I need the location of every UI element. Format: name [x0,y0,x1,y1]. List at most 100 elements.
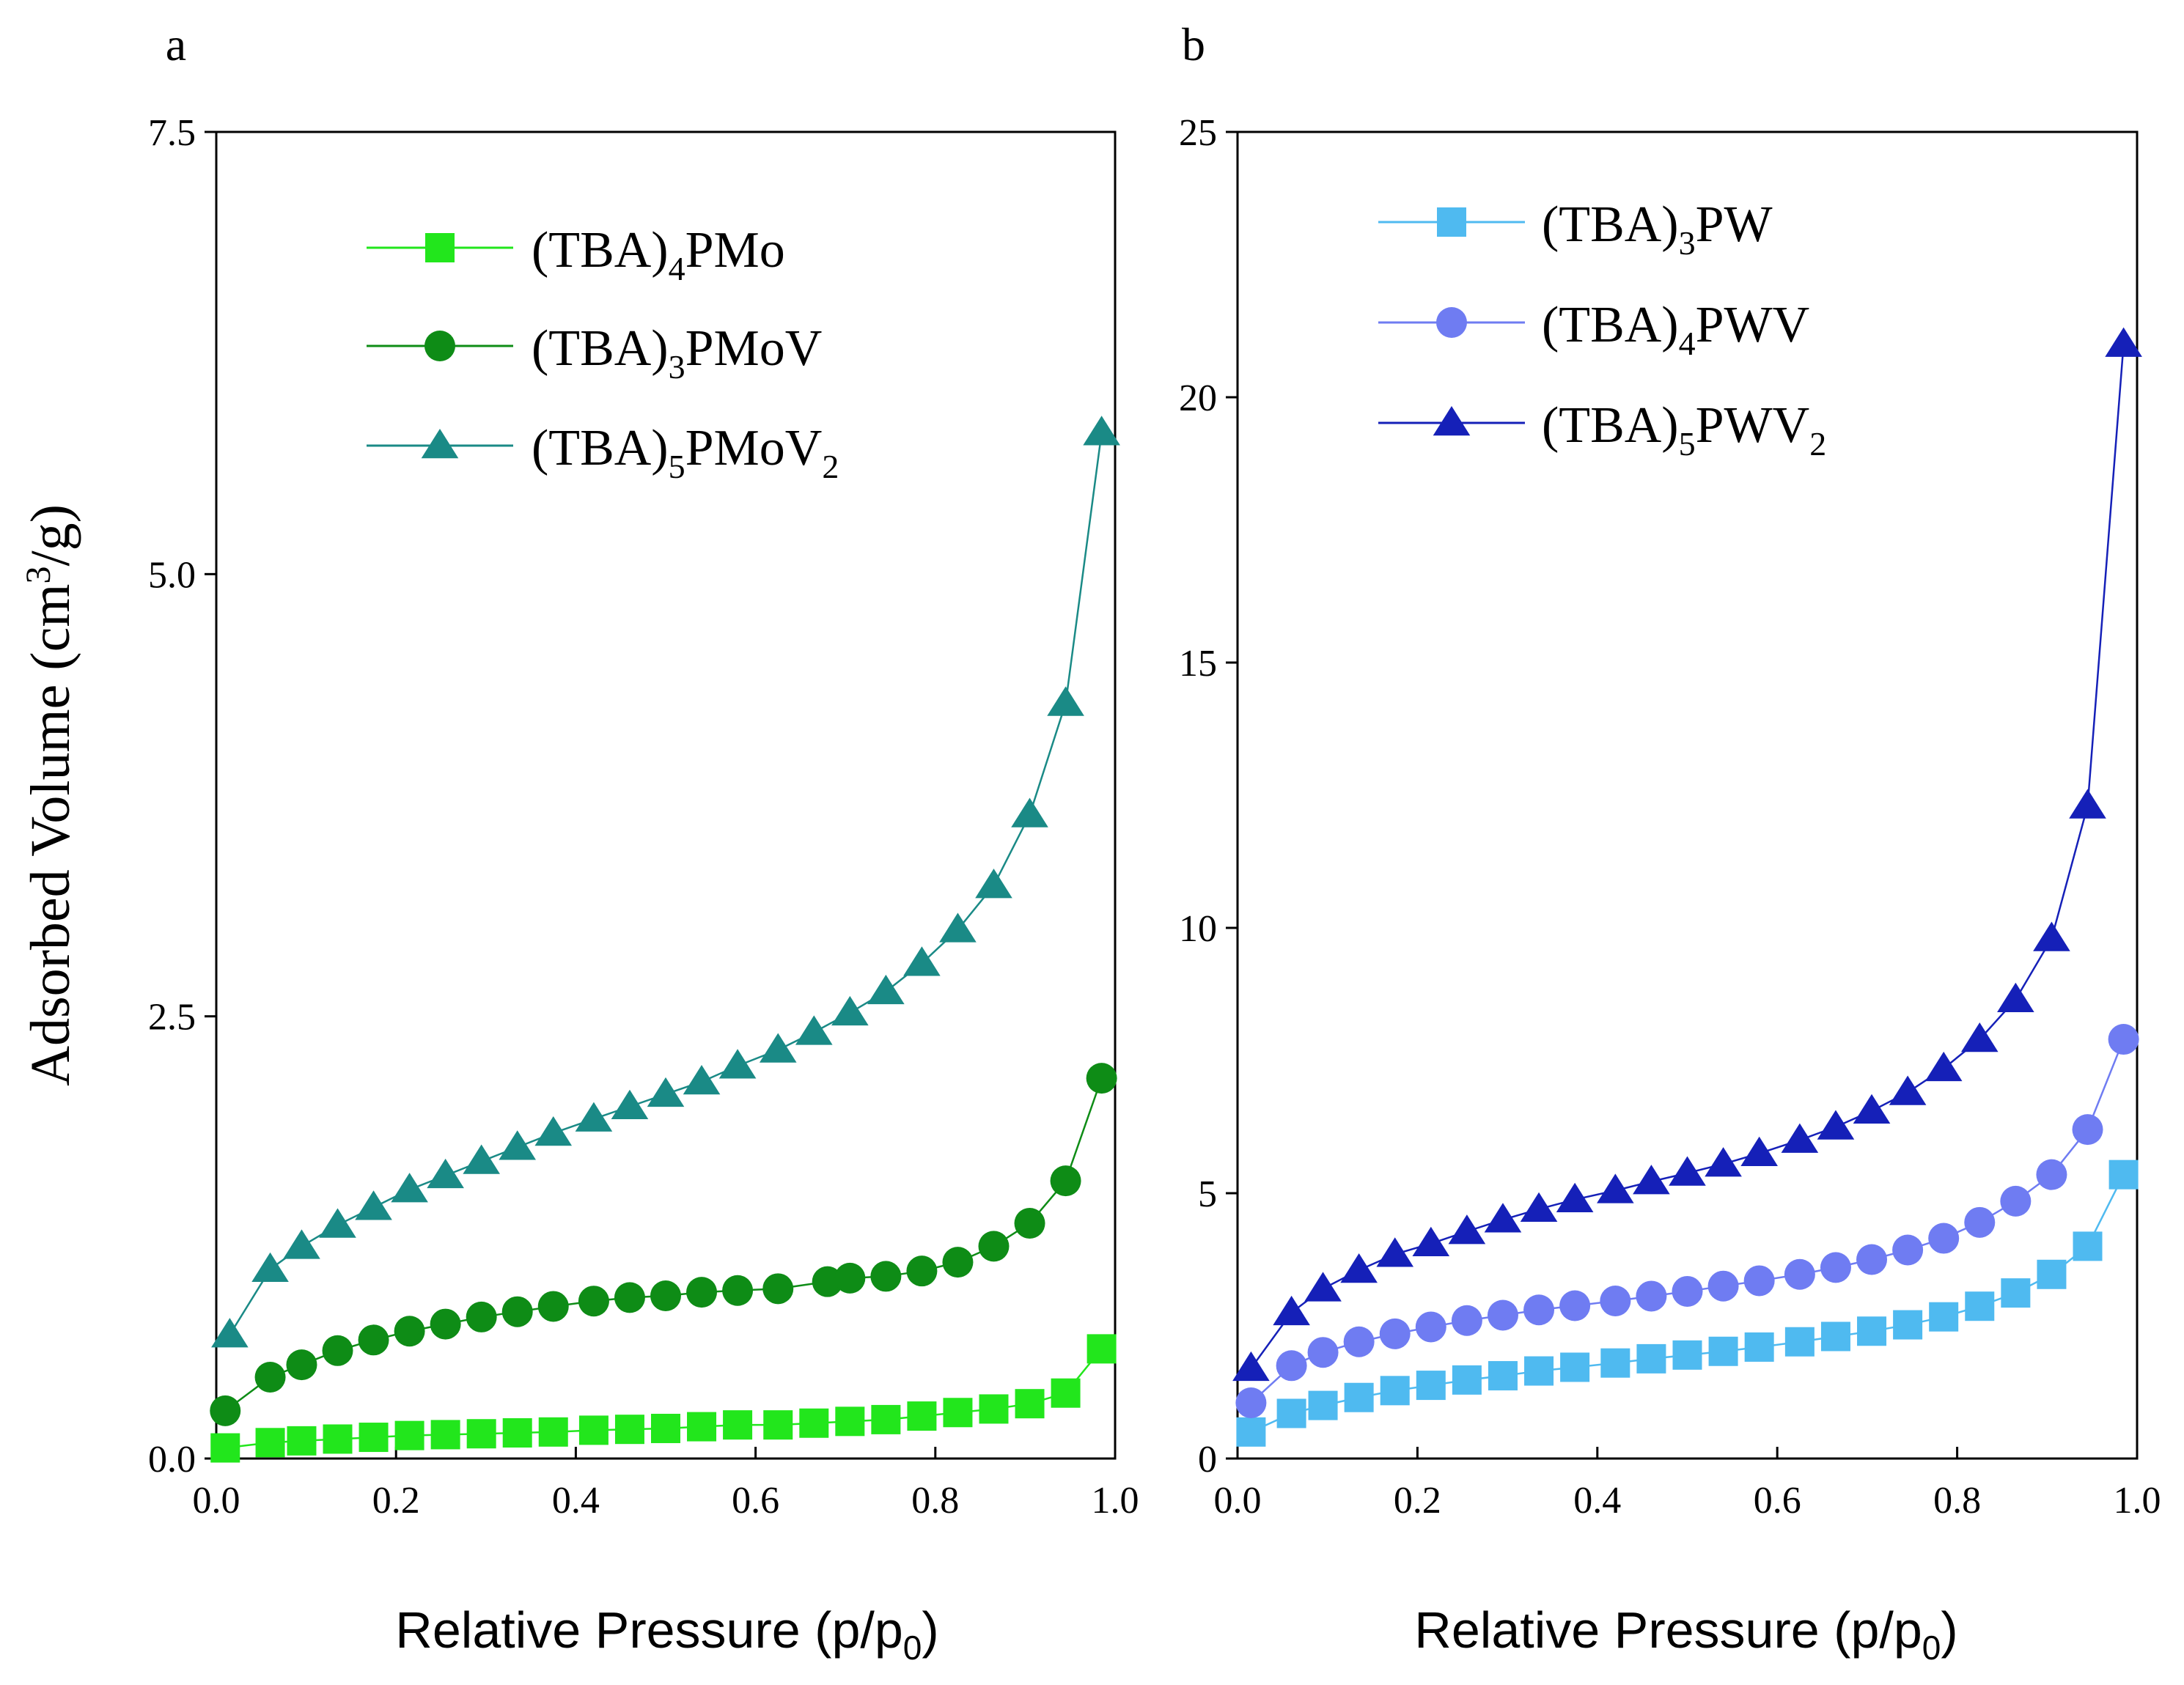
data-point [611,1089,649,1119]
y-tick-label: 2.5 [148,997,196,1039]
data-point [578,1286,609,1317]
legend-label-pwv: (TBA)4PWV [1542,297,1809,362]
data-point [2069,789,2106,819]
data-point [647,1077,685,1107]
data-point [463,1144,500,1174]
data-point [1559,1290,1591,1321]
data-point [978,1231,1010,1262]
data-point [2033,921,2070,951]
data-point [2105,327,2142,357]
data-point [211,1318,249,1348]
legend-marker-shape [425,233,455,262]
data-point [1784,1258,1815,1290]
data-point [2073,1231,2103,1261]
data-point [1276,1350,1307,1382]
data-point [1484,1203,1522,1233]
data-point [323,1424,353,1454]
data-point [687,1412,717,1442]
data-point [287,1426,317,1456]
data-point [718,1049,757,1079]
x-tick-label: 0.6 [1754,1480,1801,1522]
plot-frame-a [215,130,1117,1460]
data-point [575,1102,613,1132]
data-point [1232,1351,1270,1382]
data-point [2072,1114,2103,1146]
data-point [835,1406,865,1437]
legend-marker-pw [1437,207,1466,237]
data-point [1636,1343,1666,1374]
data-point [799,1408,829,1438]
data-point [251,1252,289,1283]
data-point [2001,1278,2031,1308]
x-tick-label: 0.2 [1394,1480,1441,1522]
data-point [831,995,869,1026]
data-point [979,1394,1009,1424]
data-point [1708,1336,1738,1366]
data-point [1304,1272,1342,1302]
legend-marker-shape [421,429,459,459]
data-point [2000,1185,2032,1217]
data-point [1889,1075,1927,1105]
data-point [1784,1327,1815,1357]
data-point [1448,1214,1486,1245]
data-point [1014,1208,1045,1239]
legend-label-pw: (TBA)3PW [1542,196,1773,262]
data-point [2108,1159,2139,1190]
data-point [975,869,1012,899]
data-point [1520,1192,1558,1222]
data-point [466,1301,497,1332]
data-point [867,974,905,1005]
legend-marker-shape [424,331,455,361]
legend-label-pmov2: (TBA)5PMoV2 [532,420,839,485]
data-point [834,1262,866,1294]
data-point [1856,1244,1888,1275]
x-tick-label: 0.4 [552,1480,600,1522]
data-point [394,1420,424,1450]
panel-label-b: b [1182,18,1205,70]
legend-label-pwv2: (TBA)5PWV2 [1542,397,1826,462]
x-tick-label: 0.4 [1573,1480,1621,1522]
data-point [1487,1299,1518,1331]
data-point [903,946,941,976]
data-point [1273,1295,1310,1326]
data-point [1380,1376,1410,1406]
data-point [358,1324,389,1356]
data-point [1452,1365,1482,1395]
y-tick-label: 5.0 [148,554,196,596]
y-tick-label: 0.0 [148,1439,196,1481]
data-point [942,1247,974,1278]
data-point [427,1158,464,1189]
data-point [499,1130,537,1160]
data-point [1051,1378,1081,1408]
data-point [871,1404,901,1434]
legend-entry-pmov2: (TBA)5PMoV2 [367,420,839,485]
data-point [502,1418,532,1448]
data-point [1083,416,1120,446]
y-axis-label-a: Adsorbed Volume (cm3/g) [19,504,81,1086]
data-point [1047,686,1084,716]
y-tick-label: 7.5 [148,112,196,154]
data-point [907,1401,937,1431]
data-point [1744,1332,1774,1362]
y-tick-label: 25 [1179,112,1217,154]
axes-a: 0.0 0.2 0.4 0.6 0.8 1.0 0.0 2.5 5.0 7.5 [148,112,1139,1522]
data-point [1307,1337,1339,1368]
data-point [1343,1326,1375,1357]
data-point [614,1282,645,1313]
legend-marker-pmov [424,331,455,361]
data-point [355,1190,392,1220]
data-point [683,1064,721,1095]
data-point [614,1415,644,1445]
legend-marker-shape [1436,307,1467,338]
data-point [650,1280,681,1311]
legend-entry-pwv2: (TBA)5PWV2 [1378,397,1826,462]
data-point [1893,1310,1923,1340]
data-point [762,1273,794,1305]
legend-marker-shape [1437,207,1466,237]
legend-marker-shape [1433,406,1471,436]
legend-marker-pmov2 [421,429,459,459]
legend-marker-pmo [425,233,455,262]
data-point [723,1410,753,1440]
plot-frame-b [1236,130,2139,1460]
data-point [1707,1270,1739,1302]
